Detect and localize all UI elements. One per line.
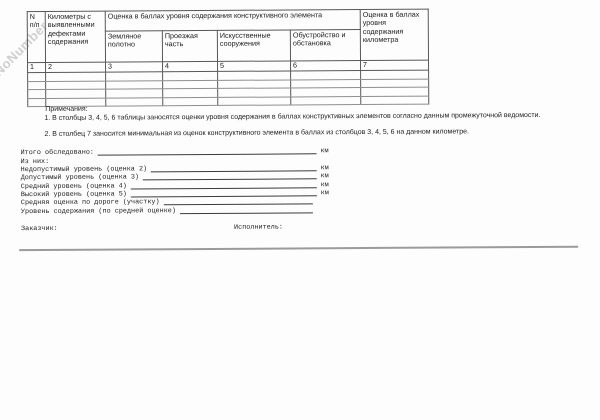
contractor-label: Исполнитель: xyxy=(234,223,284,232)
summary-form: Итого обследовано: км Из них: Недопустим… xyxy=(21,147,329,216)
empty-cell xyxy=(27,72,46,82)
form-label: Высокий уровень (оценка 5) xyxy=(20,190,127,200)
unit-label: км xyxy=(320,164,329,173)
column-number: 7 xyxy=(360,60,429,72)
header-cell-km-score: Оценка в баллах уровня содержания киломе… xyxy=(360,9,429,61)
column-number: 3 xyxy=(105,62,163,73)
column-number: 2 xyxy=(45,62,106,73)
header-cell-number: N п/п xyxy=(27,11,46,63)
empty-cell xyxy=(27,98,46,108)
empty-cell xyxy=(27,89,46,99)
header-cell-facilities: Обустройство и обстановка xyxy=(290,29,361,61)
unit-label: км xyxy=(320,172,329,181)
unit-label: км xyxy=(320,147,329,156)
column-number: 5 xyxy=(217,61,291,72)
unit-label: км xyxy=(320,189,329,198)
form-label: Уровень содержания (по средней оценке) xyxy=(20,206,176,216)
column-number: 6 xyxy=(290,60,361,72)
form-label: Из них: xyxy=(20,157,50,166)
empty-cell xyxy=(105,97,163,107)
notes-title: Примечания: xyxy=(45,105,88,113)
header-cell-structures: Искусственные сооружения xyxy=(217,29,291,62)
empty-cell xyxy=(105,72,163,82)
assessment-table: N п/п Километры с выявленными дефектами … xyxy=(26,8,430,108)
form-label: Средний уровень (оценка 4) xyxy=(20,182,127,191)
empty-cell xyxy=(162,88,218,98)
empty-cell xyxy=(162,80,218,90)
empty-cell xyxy=(27,81,46,91)
header-cell-roadbed: Земляное полотно xyxy=(105,30,163,63)
empty-cell xyxy=(105,80,163,90)
column-number: 1 xyxy=(27,62,46,74)
empty-cell xyxy=(162,97,218,107)
empty-cell xyxy=(217,96,291,106)
header-group-text: Оценка в баллах уровня содержания констр… xyxy=(107,10,323,21)
form-label: Итого обследовано: xyxy=(20,149,95,158)
empty-cell xyxy=(45,81,106,90)
empty-cell xyxy=(360,96,429,106)
empty-cell xyxy=(162,71,218,81)
note-item-1: 1. В столбцы 3, 4, 5, 6 таблицы заносятс… xyxy=(44,111,541,122)
empty-cell xyxy=(45,72,106,82)
header-cell-carriageway: Проезжая часть xyxy=(162,30,218,62)
column-number: 4 xyxy=(162,61,218,73)
form-line-maintenance-level: Уровень содержания (по средней оценке) xyxy=(21,206,313,216)
header-cell-kilometers: Километры с выявленными дефектами содерж… xyxy=(45,11,106,63)
empty-cell xyxy=(290,96,361,106)
note-item-2: 2. В столбец 7 заносится минимальная из … xyxy=(44,127,469,138)
unit-label: км xyxy=(320,180,329,190)
customer-label: Заказчик: xyxy=(21,224,58,234)
empty-data-row xyxy=(27,96,429,108)
form-label: Допустимый уровень (оценка 3) xyxy=(20,173,140,183)
empty-cell xyxy=(45,89,106,99)
header-cell-group: Оценка в баллах уровня содержания констр… xyxy=(105,9,361,32)
bottom-divider-line xyxy=(19,245,579,252)
empty-cell xyxy=(105,89,163,99)
blank-fill-line xyxy=(179,212,313,214)
